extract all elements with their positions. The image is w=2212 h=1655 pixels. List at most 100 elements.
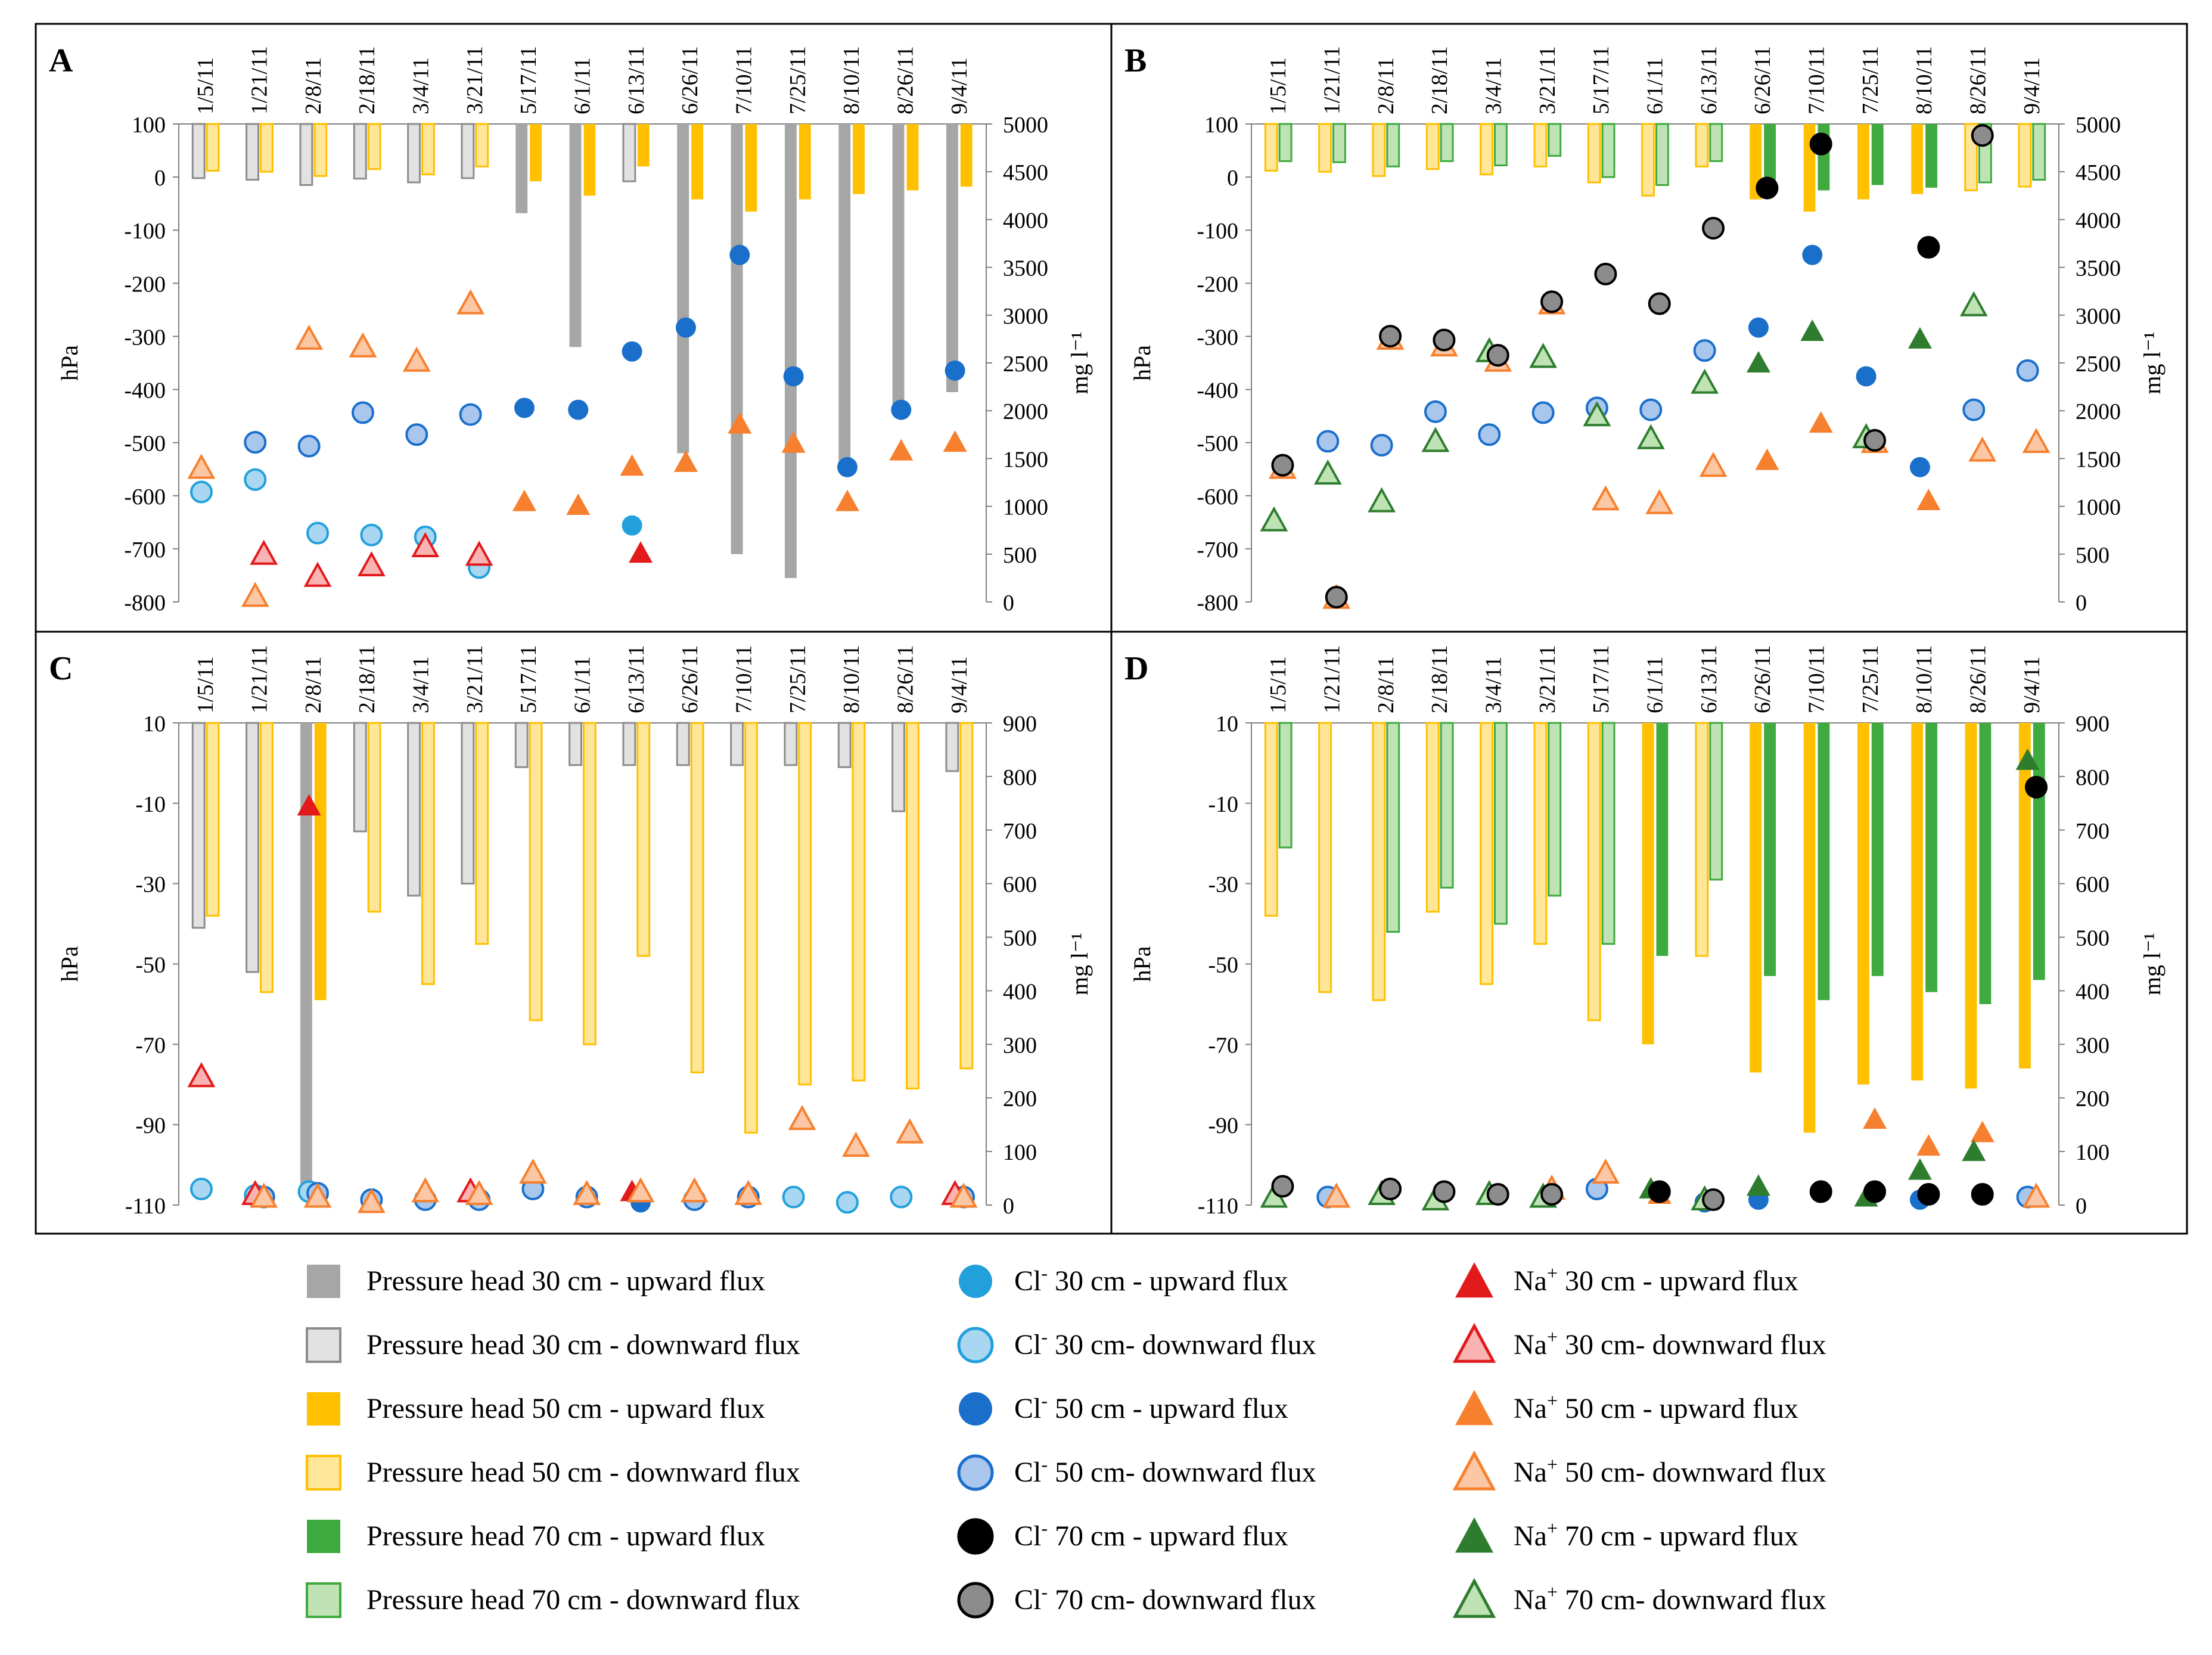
date-tick-label: 7/10/11 xyxy=(732,645,757,713)
legend-label: Na+ 70 cm - upward flux xyxy=(1514,1517,1798,1552)
bar-ph70-14 xyxy=(1979,723,1992,1004)
marker-cl30-13 xyxy=(835,1191,859,1214)
bar-ph30-13 xyxy=(838,124,851,461)
marker-cl30-14 xyxy=(890,1185,913,1209)
marker-na50-13 xyxy=(835,489,859,511)
marker-cl70-12 xyxy=(1863,429,1887,452)
date-tick-label: 2/8/11 xyxy=(1374,656,1399,713)
legend-label: Na+ 50 cm- downward flux xyxy=(1514,1454,1826,1488)
panel-label: A xyxy=(49,42,73,79)
date-tick-label: 6/1/11 xyxy=(570,57,595,114)
bar-ph50-12 xyxy=(798,722,812,1086)
legend-swatch xyxy=(957,1518,994,1555)
date-tick-label: 2/8/11 xyxy=(1374,57,1399,114)
y-tick-label: -500 xyxy=(1197,431,1238,457)
bar-ph50-13 xyxy=(1911,124,1924,194)
date-tick-label: 1/21/11 xyxy=(247,46,272,114)
bar-ph30-10 xyxy=(676,722,690,766)
bar-ph50-10 xyxy=(1750,723,1762,1073)
y2-tick-label: 2500 xyxy=(1003,352,1048,377)
bar-ph30-5 xyxy=(407,722,421,897)
panel-c: C 10 -10 -30 -50 -70 -90 -110 900 800 700 600 500 400… xyxy=(35,631,1113,1235)
marker-na50-1 xyxy=(187,454,216,479)
date-tick-label: 5/17/11 xyxy=(1589,645,1614,713)
bar-ph30-6 xyxy=(461,722,475,885)
y-tick-label: -200 xyxy=(1197,272,1238,297)
marker-na50-11 xyxy=(728,412,752,434)
marker-cl70-9 xyxy=(1702,1188,1725,1212)
marker-na50-2 xyxy=(1322,1182,1351,1208)
marker-na50-15 xyxy=(2022,428,2051,454)
marker-na50-10 xyxy=(673,450,698,472)
marker-cl30-4 xyxy=(360,523,383,547)
marker-cl50-15 xyxy=(945,360,965,381)
legend-label: Pressure head 70 cm - downward flux xyxy=(366,1584,800,1616)
marker-cl50-2 xyxy=(244,431,267,454)
bar-ph50-8 xyxy=(1641,123,1655,197)
bar-ph70-12 xyxy=(1871,124,1884,185)
marker-na30-2 xyxy=(250,539,278,565)
legend-swatch xyxy=(1452,1322,1496,1363)
y2-tick-label: 500 xyxy=(2076,543,2110,568)
bar-ph30-14 xyxy=(891,722,906,812)
panel-frame xyxy=(1110,23,2188,633)
y2-tick-label: 700 xyxy=(2076,819,2110,844)
marker-na50-3 xyxy=(303,1182,332,1208)
y-tick-label: -400 xyxy=(1197,378,1238,403)
panel-label: C xyxy=(49,650,73,687)
y-tick-label: 100 xyxy=(132,113,166,138)
bar-ph50-11 xyxy=(1803,723,1816,1133)
marker-cl50-14 xyxy=(1962,398,1986,421)
y2-tick-label: 3000 xyxy=(2076,304,2121,329)
bar-ph30-5 xyxy=(407,123,421,184)
bar-ph70-6 xyxy=(1548,123,1562,157)
date-tick-label: 8/26/11 xyxy=(1966,645,1991,713)
bar-ph50-2 xyxy=(259,123,274,173)
legend-swatch xyxy=(306,1582,341,1618)
marker-cl70-11 xyxy=(1809,1180,1832,1203)
y2-tick-label: 4000 xyxy=(2076,208,2121,233)
marker-na50-2 xyxy=(250,1182,278,1208)
y-tick-label: 100 xyxy=(1204,113,1238,138)
y2-tick-label: 0 xyxy=(2076,591,2087,616)
bar-ph70-5 xyxy=(1493,123,1508,167)
marker-na50-4 xyxy=(349,332,377,358)
date-tick-label: 8/10/11 xyxy=(1912,46,1937,114)
marker-na50-9 xyxy=(1699,452,1728,477)
legend-label: Na+ 30 cm - upward flux xyxy=(1514,1262,1798,1297)
legend-swatch xyxy=(1452,1578,1496,1618)
legend-label: Pressure head 50 cm - upward flux xyxy=(366,1393,765,1424)
y2-tick-label: 4500 xyxy=(1003,160,1048,185)
marker-na50-7 xyxy=(1591,485,1620,511)
y-tick-label: -110 xyxy=(125,1194,166,1219)
marker-na50-8 xyxy=(573,1179,601,1206)
marker-na50-13 xyxy=(841,1132,870,1157)
marker-cl50-13 xyxy=(1909,457,1930,477)
date-tick-label: 1/5/11 xyxy=(1266,57,1291,114)
date-tick-label: 9/4/11 xyxy=(947,57,972,114)
date-tick-label: 5/17/11 xyxy=(1589,46,1614,114)
marker-cl70-5 xyxy=(1486,1183,1509,1206)
date-tick-label: 1/5/11 xyxy=(193,57,218,114)
legend-item: Cl- 30 cm- downward flux xyxy=(957,1326,1316,1364)
date-tick-label: 6/26/11 xyxy=(678,46,703,114)
date-tick-label: 3/4/11 xyxy=(409,57,434,114)
bar-ph70-15 xyxy=(2032,123,2046,181)
marker-cl50-15 xyxy=(2016,359,2039,382)
bar-ph70-7 xyxy=(1601,722,1615,945)
marker-cl70-5 xyxy=(1486,344,1509,367)
bar-ph50-14 xyxy=(905,722,919,1089)
marker-na70-3 xyxy=(1368,487,1396,513)
legend-swatch xyxy=(957,1454,994,1491)
marker-cl50-4 xyxy=(351,401,374,424)
marker-cl50-3 xyxy=(1370,433,1393,457)
marker-cl70-14 xyxy=(1971,1183,1994,1206)
bar-ph30-3 xyxy=(299,123,313,186)
date-tick-label: 7/25/11 xyxy=(785,46,810,114)
y2-axis-label: mg l⁻¹ xyxy=(1066,933,1093,995)
bar-ph30-4 xyxy=(353,722,367,833)
y-tick-label: 0 xyxy=(154,166,166,191)
date-tick-label: 2/18/11 xyxy=(1427,645,1452,713)
legend-swatch xyxy=(306,1455,341,1491)
legend-item: Pressure head 30 cm - upward flux xyxy=(307,1265,765,1298)
